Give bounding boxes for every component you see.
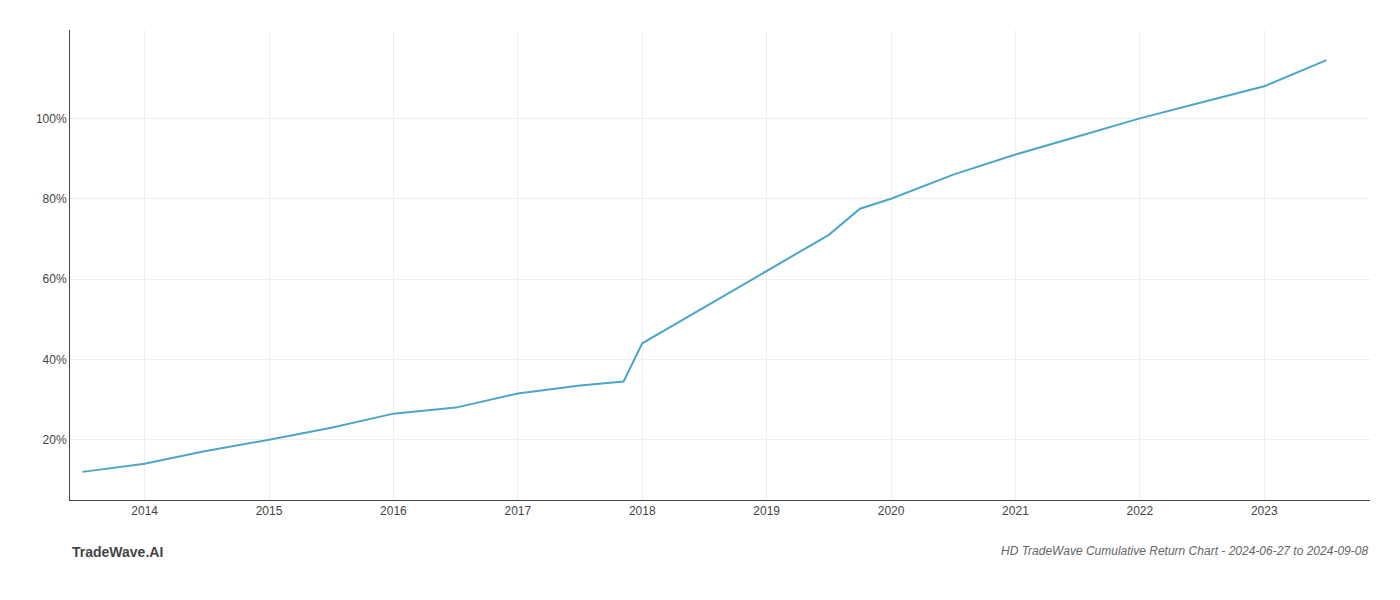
svg-text:2019: 2019 bbox=[753, 504, 780, 518]
svg-text:2017: 2017 bbox=[504, 504, 531, 518]
svg-text:2023: 2023 bbox=[1251, 504, 1278, 518]
svg-text:2015: 2015 bbox=[256, 504, 283, 518]
svg-text:2021: 2021 bbox=[1002, 504, 1029, 518]
svg-text:100%: 100% bbox=[36, 112, 67, 126]
svg-text:60%: 60% bbox=[43, 272, 67, 286]
svg-text:HD TradeWave Cumulative Return: HD TradeWave Cumulative Return Chart - 2… bbox=[1001, 544, 1368, 558]
svg-text:2014: 2014 bbox=[131, 504, 158, 518]
svg-text:TradeWave.AI: TradeWave.AI bbox=[72, 544, 163, 560]
svg-text:80%: 80% bbox=[43, 192, 67, 206]
svg-text:40%: 40% bbox=[43, 353, 67, 367]
svg-text:2018: 2018 bbox=[629, 504, 656, 518]
svg-text:2022: 2022 bbox=[1127, 504, 1154, 518]
svg-text:20%: 20% bbox=[43, 433, 67, 447]
svg-text:2020: 2020 bbox=[878, 504, 905, 518]
svg-text:2016: 2016 bbox=[380, 504, 407, 518]
